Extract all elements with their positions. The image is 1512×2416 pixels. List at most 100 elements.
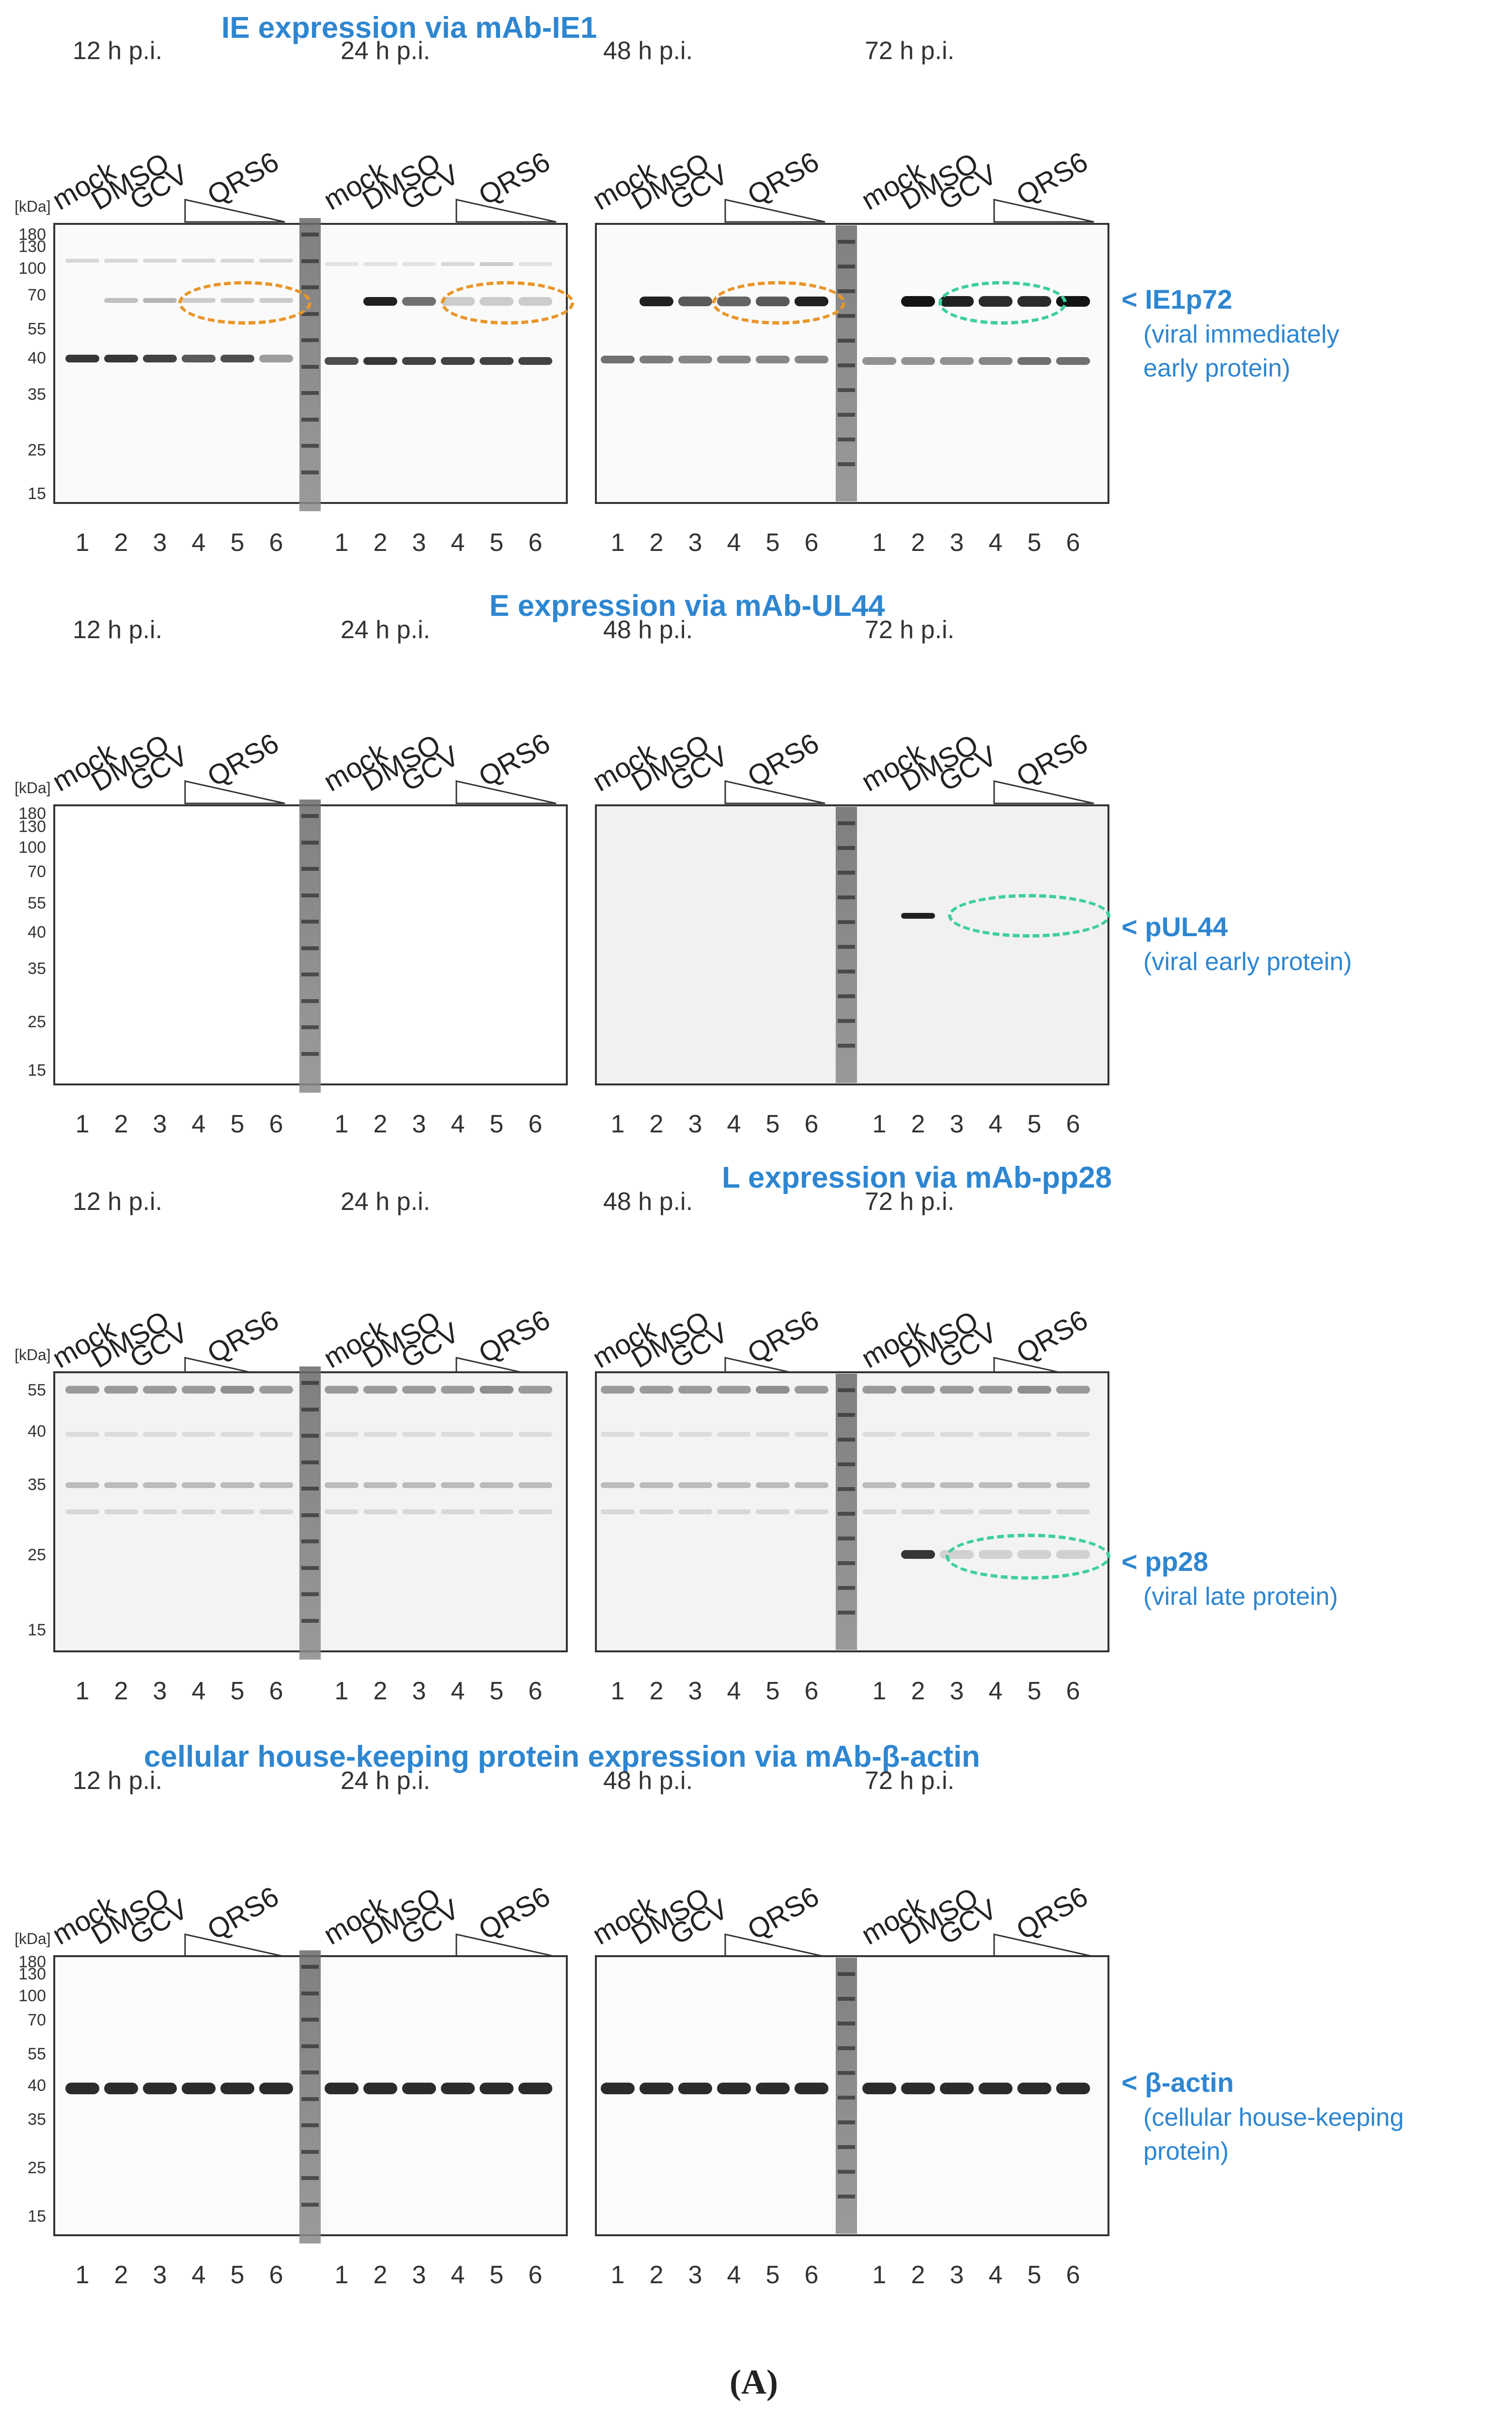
protein-band — [601, 1432, 635, 1437]
lane-number: 3 — [412, 1110, 426, 1138]
protein-band — [143, 1482, 177, 1488]
protein-band — [441, 1509, 475, 1514]
ladder-band — [838, 413, 855, 417]
protein-band — [678, 297, 712, 306]
ladder-band — [301, 364, 319, 369]
protein-band — [363, 1432, 397, 1437]
protein-band — [65, 1432, 99, 1437]
ladder-band — [838, 2071, 855, 2075]
ladder-band — [301, 867, 319, 871]
protein-band — [480, 1482, 514, 1488]
protein-band — [143, 259, 177, 263]
mw-marker: 70 — [28, 2011, 46, 2029]
protein-band — [259, 259, 293, 263]
lane-number: 3 — [688, 1677, 702, 1705]
ladder-band — [301, 1025, 319, 1029]
protein-band — [862, 1482, 896, 1488]
protein-band — [182, 355, 216, 362]
lane-number: 3 — [688, 529, 702, 557]
lane-number: 1 — [610, 1677, 625, 1705]
ladder-band — [301, 417, 319, 422]
lane-number: 2 — [911, 1677, 925, 1705]
ladder-band — [301, 1460, 319, 1464]
lane-number: 6 — [804, 529, 819, 557]
ladder-band — [301, 2123, 319, 2127]
protein-band — [220, 1509, 254, 1514]
ladder-band — [838, 363, 855, 367]
lane-number: 4 — [451, 529, 465, 557]
lane-number: 4 — [727, 2261, 741, 2289]
protein-band — [795, 2083, 828, 2094]
protein-band — [862, 2083, 896, 2094]
protein-band — [795, 1432, 828, 1437]
protein-band — [182, 1432, 216, 1437]
ladder-band — [838, 1413, 855, 1417]
protein-band — [979, 357, 1013, 365]
protein-band — [518, 1386, 552, 1394]
mw-marker: 70 — [28, 286, 46, 304]
protein-band — [325, 1482, 359, 1488]
protein-band — [143, 355, 177, 362]
lane-number: 3 — [950, 2261, 964, 2289]
lane-number: 1 — [610, 2261, 625, 2289]
ladder-band — [301, 233, 319, 236]
protein-band — [518, 1509, 552, 1514]
ladder-band — [301, 285, 319, 289]
protein-band — [402, 1482, 436, 1488]
protein-band — [480, 1386, 514, 1394]
protein-band — [717, 1432, 751, 1437]
protein-band — [979, 1482, 1013, 1488]
protein-band — [756, 1432, 790, 1437]
ladder-band — [301, 338, 319, 342]
lane-number: 2 — [114, 2261, 128, 2289]
ladder-band — [301, 973, 319, 976]
mw-marker: 35 — [28, 1475, 46, 1494]
lane-number: 6 — [804, 2261, 819, 2289]
protein-band — [259, 1432, 293, 1437]
protein-band — [601, 2083, 635, 2094]
lane-number: 2 — [911, 2261, 925, 2289]
protein-band — [441, 1482, 475, 1488]
protein-band — [402, 297, 436, 306]
panel-title: E expression via mAb-UL44 — [489, 589, 885, 623]
ladder-band — [838, 2022, 855, 2025]
lane-number: 5 — [765, 2261, 780, 2289]
protein-band — [862, 1432, 896, 1437]
protein-band — [678, 1482, 712, 1488]
concentration-wedge — [455, 199, 557, 223]
lane-number: 5 — [765, 1110, 780, 1138]
lane-number: 1 — [334, 2261, 349, 2289]
lane-number: 3 — [950, 1110, 964, 1138]
lane-number: 5 — [1027, 1110, 1042, 1138]
protein-band — [104, 1482, 138, 1488]
lane-number: 3 — [412, 529, 426, 557]
mw-marker: 100 — [18, 838, 46, 857]
annotation-name: < pp28 — [1122, 1546, 1208, 1577]
protein-band — [862, 357, 896, 365]
lane-number: 5 — [489, 1677, 504, 1705]
lane-number: 6 — [528, 2261, 543, 2289]
protein-band — [862, 1509, 896, 1514]
protein-band — [65, 355, 99, 362]
protein-band — [795, 1482, 828, 1488]
ladder-band — [838, 2120, 855, 2124]
ladder-band — [838, 2170, 855, 2174]
ladder-band — [838, 265, 855, 268]
lane-number: 3 — [153, 2261, 167, 2289]
lane-number: 6 — [269, 529, 283, 557]
protein-band — [182, 1482, 216, 1488]
protein-band — [940, 1482, 974, 1488]
lane-number: 6 — [1066, 1677, 1080, 1705]
ladder-band — [838, 1972, 855, 1976]
mw-marker: 180 — [18, 1953, 46, 1971]
lane-number: 4 — [988, 1677, 1003, 1705]
protein-band — [795, 356, 828, 363]
protein-band — [182, 1509, 216, 1514]
protein-band — [717, 1386, 751, 1394]
protein-band — [756, 2083, 790, 2094]
annotation-desc: early protein) — [1143, 354, 1291, 382]
ladder-band — [838, 945, 855, 949]
annotation-name: < IE1p72 — [1122, 284, 1232, 314]
protein-band — [1056, 1386, 1090, 1394]
timepoint-label: 72 h p.i. — [865, 616, 955, 644]
